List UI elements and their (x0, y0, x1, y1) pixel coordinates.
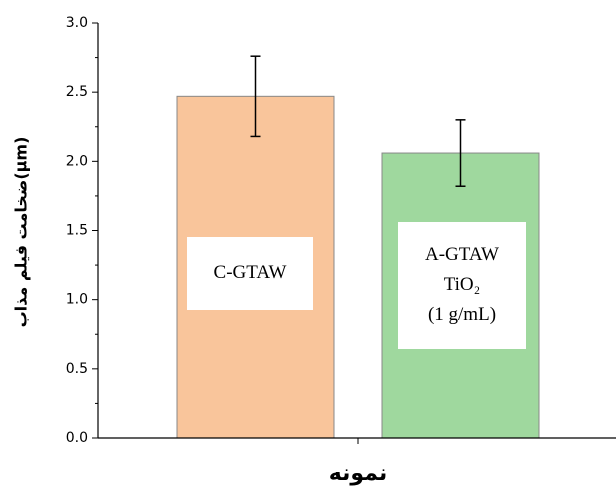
y-axis-label: ضخامت فیلم مذاب(μm) (12, 137, 31, 328)
y-tick-label: 1.0 (66, 292, 88, 308)
bar-annotation: A-GTAW (425, 244, 499, 265)
error-bar (250, 55, 261, 138)
label-box (398, 222, 526, 349)
y-tick-label: 0.5 (66, 361, 88, 377)
bar-annotation: C-GTAW (214, 262, 287, 283)
label-box (187, 237, 313, 310)
bar-annotation: (1 g/mL) (428, 304, 496, 325)
bar-annotation: TiO₂ (444, 274, 481, 295)
y-tick-label: 3.0 (66, 15, 88, 31)
y-tick-label: 2.5 (66, 84, 88, 100)
y-tick-label: 0.0 (66, 430, 88, 446)
y-tick-label: 1.5 (66, 223, 88, 239)
y-tick-label: 2.0 (66, 153, 88, 169)
x-axis-label: نمونه (329, 461, 387, 486)
error-bar (455, 119, 466, 187)
